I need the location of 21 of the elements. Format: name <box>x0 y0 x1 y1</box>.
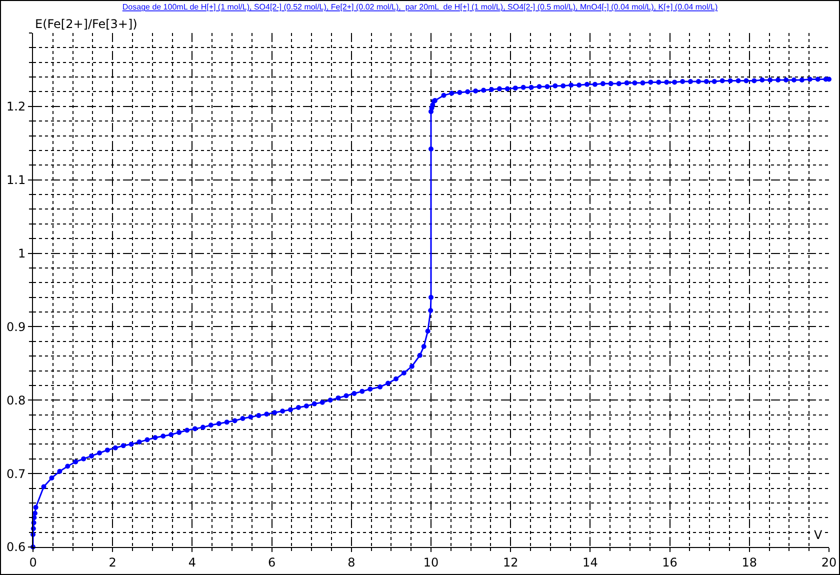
y-tick-label: 1.1 <box>6 173 26 188</box>
y-tick-label: 0.6 <box>6 540 26 554</box>
x-tick-label: 8 <box>348 555 356 570</box>
x-axis-title: V <box>814 528 823 542</box>
y-axis-title: E(Fe[2+]/Fe[3+]) <box>35 17 138 31</box>
x-tick-label: 4 <box>188 555 196 570</box>
chart-title: Dosage de 100mL de H[+] (1 mol/L), SO4[2-] (0.52 mol/L), Fe[2+] (0.02 mol/L), par 20mL de H[+] (1 mol/L), SO4[2-] (0.5 mol/L), MnO4[-] (0.04 mol/L), K[+] (0.04 mol/L) <box>122 2 718 12</box>
x-tick-label: 18 <box>742 555 758 570</box>
y-tick-label: 0.9 <box>6 320 26 334</box>
x-tick-label: 0 <box>29 555 37 570</box>
x-tick-label: 20 <box>821 555 837 570</box>
x-tick-label: 10 <box>423 555 439 570</box>
x-tick-label: 6 <box>268 555 276 570</box>
y-tick-label: 1.2 <box>6 100 26 114</box>
x-tick-label: 14 <box>582 555 598 570</box>
y-tick-label: 0.8 <box>6 393 26 408</box>
y-tick-label: 1 <box>18 246 26 260</box>
x-tick-label: 16 <box>662 555 678 570</box>
x-tick-label: 12 <box>502 555 518 570</box>
y-tick-label: 0.7 <box>6 466 26 481</box>
x-tick-label: 2 <box>108 555 116 570</box>
